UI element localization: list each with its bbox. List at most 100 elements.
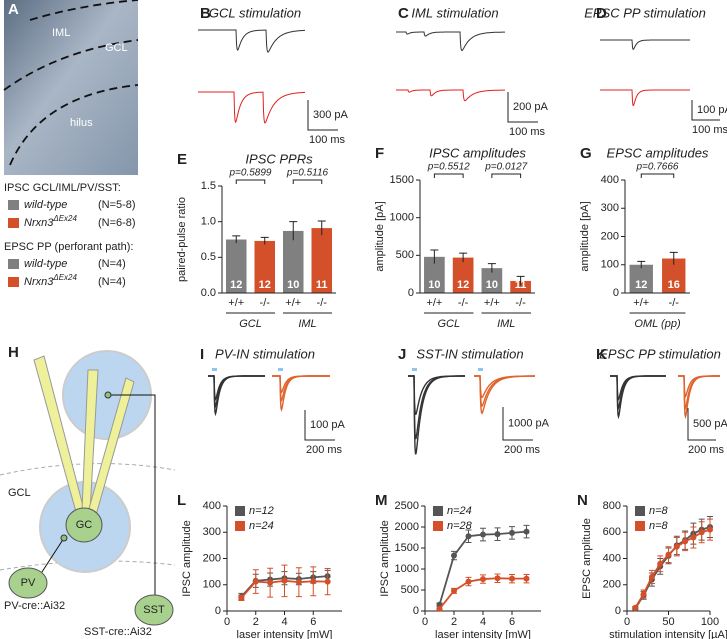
y-axis-label: IPSC amplitude	[181, 520, 193, 596]
trace-title: SST-IN stimulation	[416, 346, 523, 361]
diagram	[0, 350, 176, 626]
y-tick-label: 200	[203, 552, 221, 564]
group-label: GCL	[239, 318, 262, 330]
x-axis-label: laser intensity [mW]	[435, 629, 531, 639]
micrograph-label: GCL	[105, 42, 128, 54]
x-tick-label: 0	[422, 616, 428, 628]
y-tick-label: 600	[603, 526, 621, 538]
layer-label: GCL	[8, 487, 31, 499]
legend-entry: n=24	[447, 505, 472, 517]
x-tick-label: 0	[624, 616, 630, 628]
panel-letter: E	[177, 151, 187, 168]
layer-boundary	[9, 84, 139, 166]
legend-superscript: ΔEx24	[52, 214, 77, 223]
trace	[600, 89, 690, 106]
legend-count: (N=4)	[98, 258, 126, 270]
point	[451, 552, 457, 559]
x-tick-label: -/-	[515, 297, 526, 309]
y-tick-label: 0	[215, 605, 221, 617]
panel-letter: H	[8, 344, 19, 361]
group-label: IML	[497, 318, 515, 330]
y-axis-label: amplitude [pA]	[579, 201, 591, 271]
x-tick-label: +/+	[484, 297, 500, 309]
legend-swatch	[8, 218, 19, 228]
y-tick-label: 400	[603, 552, 621, 564]
legend-entry: n=8	[649, 520, 669, 532]
error-bar	[487, 263, 496, 273]
trace	[198, 91, 305, 124]
light-stimulus	[212, 368, 217, 371]
point	[494, 531, 501, 538]
n-label: 10	[287, 279, 299, 291]
trace	[600, 39, 690, 50]
x-axis-label: laser intensity [mW]	[237, 629, 333, 639]
point	[480, 531, 486, 538]
point	[523, 575, 530, 582]
legend-entry: Nrxn3ΔEx24 (N=4)	[24, 273, 126, 288]
legend-swatch	[433, 521, 443, 531]
x-tick-label: +/+	[285, 297, 301, 309]
legend-entry: Nrxn3ΔEx24 (N=6-8)	[24, 214, 136, 229]
point	[509, 575, 515, 582]
x-tick-label: 2	[253, 616, 259, 628]
error-bar	[637, 260, 646, 269]
panel-letter: J	[398, 346, 406, 363]
legend-swatch	[433, 506, 443, 516]
x-tick-label: -/-	[317, 297, 328, 309]
panel-letter: G	[580, 145, 592, 162]
y-tick-label: 1500	[395, 542, 419, 554]
trace	[408, 375, 465, 455]
error-bar	[430, 249, 439, 264]
panel-letter: L	[177, 492, 186, 509]
bar	[424, 256, 445, 293]
trace	[408, 375, 465, 416]
trace	[474, 375, 535, 415]
p-value: p=0.5116	[286, 168, 329, 179]
panel-letter: M	[375, 492, 388, 509]
point	[657, 560, 664, 567]
y-tick-label: 0.5	[201, 251, 216, 263]
layer-boundary	[29, 0, 139, 21]
trace	[198, 29, 305, 53]
error-bar	[289, 221, 298, 241]
x-tick-label: 0	[224, 616, 230, 628]
y-tick-label: 1000	[390, 212, 414, 224]
n-label: 10	[486, 279, 498, 291]
trace	[208, 375, 265, 409]
legend-name: wild-type	[24, 199, 67, 211]
error-bar	[516, 275, 525, 286]
x-tick-label: 100	[701, 616, 719, 628]
p-bracket	[235, 179, 266, 184]
scale-bar	[502, 407, 533, 441]
p-value: p=0.5899	[229, 168, 272, 179]
legend-count: (N=4)	[98, 276, 126, 288]
light-stimulus	[478, 368, 483, 371]
trace-title: EPSC PP stimulation	[599, 346, 721, 361]
trace-title: IML stimulation	[411, 5, 498, 20]
chart-title: EPSC amplitudes	[607, 145, 709, 160]
y-tick-label: 100	[203, 579, 221, 591]
legend-swatch	[635, 506, 645, 516]
x-tick-label: -/-	[260, 297, 271, 309]
cell-label: PV	[21, 577, 36, 589]
light-stimulus	[412, 368, 417, 371]
y-tick-label: 300	[601, 202, 619, 214]
point	[673, 543, 680, 550]
n-label: 16	[668, 279, 680, 291]
bar	[481, 268, 503, 293]
group-label: OML (pp)	[634, 318, 681, 330]
n-label: 11	[515, 279, 527, 291]
amp-scale: 100 pA	[697, 104, 727, 116]
y-tick-label: 2500	[395, 500, 419, 512]
legend-swatch	[235, 506, 245, 516]
n-label: 12	[457, 279, 469, 291]
x-tick-label: +/+	[228, 297, 244, 309]
point	[310, 578, 317, 585]
series-line	[634, 526, 711, 609]
legend-entry: n=8	[649, 505, 669, 517]
point	[451, 587, 457, 594]
cell-label: SST	[143, 604, 165, 616]
micrograph-label: IML	[52, 27, 70, 39]
panel-letter: A	[8, 1, 19, 18]
x-tick-label: -/-	[458, 297, 469, 309]
